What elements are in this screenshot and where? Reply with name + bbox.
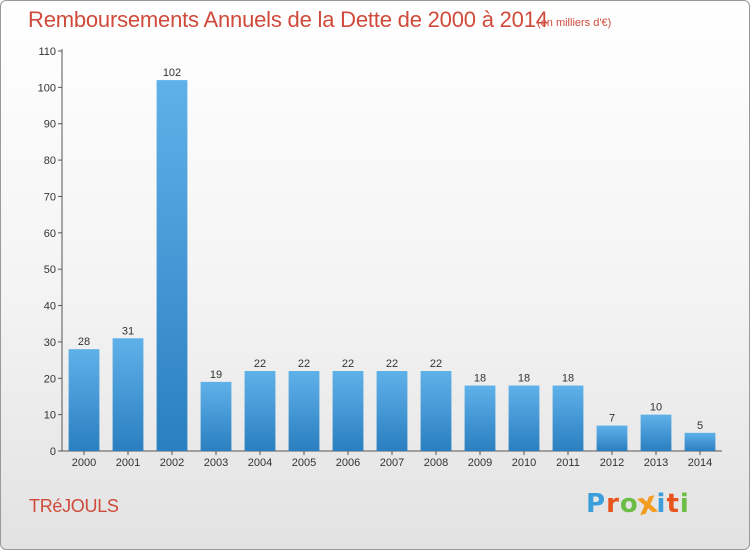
y-tick-label: 70: [44, 191, 56, 203]
value-label-2003: 19: [210, 369, 222, 381]
logo-letter: P: [586, 489, 607, 519]
x-tick-label-2007: 2007: [380, 457, 404, 469]
x-tick-label-2002: 2002: [160, 457, 184, 469]
x-tick-label-2013: 2013: [644, 457, 668, 469]
y-tick-label: 20: [44, 373, 56, 385]
value-label-2006: 22: [342, 358, 354, 370]
chart-title: Remboursements Annuels de la Dette de 20…: [28, 7, 548, 32]
bar-2010[interactable]: [508, 385, 540, 451]
value-label-2010: 18: [518, 373, 530, 385]
x-tick-label-2004: 2004: [248, 457, 272, 469]
bar-2003[interactable]: [200, 381, 232, 451]
value-label-2011: 18: [562, 373, 574, 385]
x-tick-label-2001: 2001: [116, 457, 140, 469]
y-tick-label: 110: [38, 46, 56, 58]
value-label-2012: 7: [609, 413, 615, 425]
logo-letter: t: [666, 489, 680, 519]
y-tick-label: 60: [44, 228, 56, 240]
x-tick-label-2000: 2000: [72, 457, 96, 469]
y-tick-label: 0: [50, 446, 56, 458]
value-label-2008: 22: [430, 358, 442, 370]
bar-2012[interactable]: [596, 425, 628, 451]
bar-2001[interactable]: [112, 338, 144, 451]
x-tick-label-2003: 2003: [204, 457, 228, 469]
x-tick-label-2008: 2008: [424, 457, 448, 469]
x-tick-label-2010: 2010: [512, 457, 536, 469]
y-tick-label: 100: [38, 82, 56, 94]
y-tick-label: 30: [44, 337, 56, 349]
bar-2004[interactable]: [244, 371, 276, 451]
bar-2007[interactable]: [376, 371, 408, 451]
value-label-2009: 18: [474, 373, 486, 385]
x-tick-label-2011: 2011: [556, 457, 580, 469]
logo-letter: r: [606, 489, 620, 519]
bar-2009[interactable]: [464, 385, 496, 451]
value-label-2002: 102: [163, 67, 181, 79]
x-tick-label-2006: 2006: [336, 457, 360, 469]
x-tick-label-2005: 2005: [292, 457, 316, 469]
value-label-2004: 22: [254, 358, 266, 370]
proxiti-logo[interactable]: Proxiti: [586, 485, 690, 523]
value-label-2000: 28: [78, 336, 90, 348]
bar-2005[interactable]: [288, 371, 320, 451]
logo-letter: i: [656, 489, 667, 519]
y-tick-label: 40: [44, 301, 56, 313]
y-tick-label: 50: [44, 264, 56, 276]
value-label-2013: 10: [650, 402, 662, 414]
bar-2002[interactable]: [156, 80, 188, 451]
logo-letter: i: [679, 489, 690, 519]
x-tick-label-2009: 2009: [468, 457, 492, 469]
value-label-2007: 22: [386, 358, 398, 370]
bar-2011[interactable]: [552, 385, 584, 451]
commune-name: TRéJOULS: [29, 496, 119, 516]
y-tick-label: 10: [44, 410, 56, 422]
logo-letter: o: [619, 489, 639, 519]
bar-2013[interactable]: [640, 414, 672, 451]
bar-2000[interactable]: [68, 349, 100, 451]
value-label-2005: 22: [298, 358, 310, 370]
value-label-2014: 5: [697, 420, 703, 432]
value-label-2001: 31: [122, 325, 134, 337]
chart-subtitle: (en milliers d'€): [537, 17, 612, 29]
x-tick-label-2014: 2014: [688, 457, 712, 469]
bar-2008[interactable]: [420, 371, 452, 451]
x-tick-label-2012: 2012: [600, 457, 624, 469]
y-tick-label: 80: [44, 155, 56, 167]
y-tick-label: 90: [44, 119, 56, 131]
bar-2014[interactable]: [684, 432, 716, 451]
bar-2006[interactable]: [332, 371, 364, 451]
